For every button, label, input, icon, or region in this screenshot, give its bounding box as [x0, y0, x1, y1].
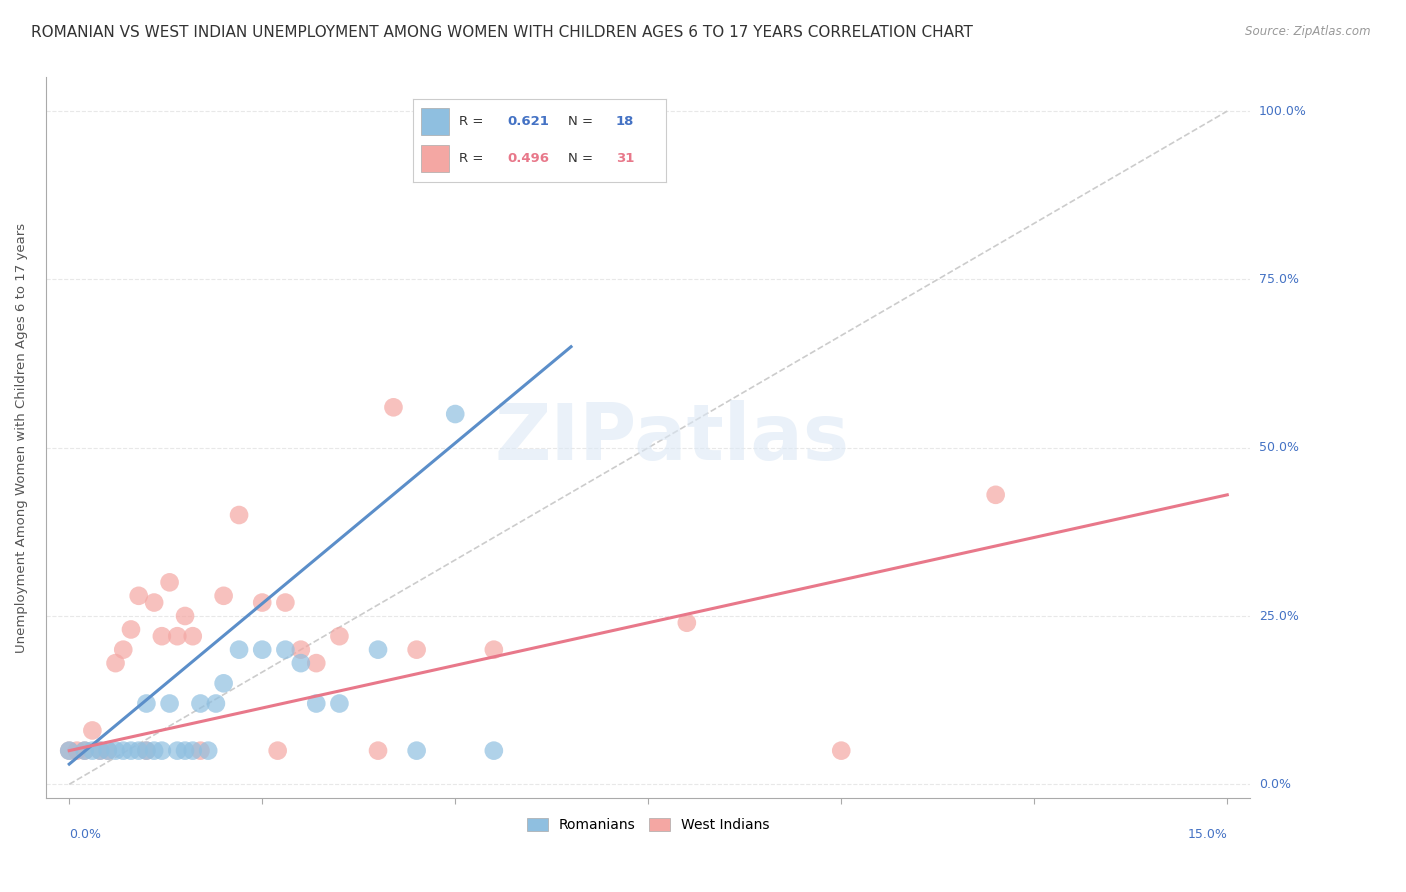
Point: [73, 744, 96, 758]
Point: [205, 697, 228, 711]
Point: [73, 744, 96, 758]
Point: [830, 744, 852, 758]
Point: [181, 629, 204, 643]
Point: [112, 642, 135, 657]
Point: [174, 609, 197, 624]
Point: [290, 642, 312, 657]
Point: [166, 629, 188, 643]
Y-axis label: Unemployment Among Women with Children Ages 6 to 17 years: Unemployment Among Women with Children A…: [15, 222, 28, 653]
Point: [305, 697, 328, 711]
Point: [150, 629, 173, 643]
Point: [190, 744, 212, 758]
Text: 75.0%: 75.0%: [1258, 273, 1299, 286]
Point: [252, 595, 274, 609]
Point: [212, 589, 235, 603]
Point: [181, 744, 204, 758]
Point: [212, 676, 235, 690]
Point: [150, 744, 173, 758]
Point: [197, 744, 219, 758]
Point: [382, 401, 405, 415]
Point: [984, 488, 1007, 502]
Text: 50.0%: 50.0%: [1258, 442, 1299, 454]
Point: [252, 642, 274, 657]
Point: [128, 744, 150, 758]
Point: [120, 744, 142, 758]
Point: [166, 744, 188, 758]
Text: 15.0%: 15.0%: [1188, 829, 1227, 841]
Point: [367, 744, 389, 758]
Point: [274, 595, 297, 609]
Point: [228, 508, 250, 522]
Point: [274, 642, 297, 657]
Point: [676, 615, 699, 630]
Point: [328, 629, 350, 643]
Text: 25.0%: 25.0%: [1258, 609, 1299, 623]
Point: [104, 744, 127, 758]
Point: [135, 697, 157, 711]
Legend: Romanians, West Indians: Romanians, West Indians: [522, 813, 775, 838]
Point: [405, 744, 427, 758]
Point: [104, 656, 127, 670]
Point: [120, 623, 142, 637]
Point: [58, 744, 80, 758]
Point: [482, 744, 505, 758]
Point: [266, 744, 288, 758]
Point: [89, 744, 111, 758]
Point: [82, 744, 104, 758]
Text: 100.0%: 100.0%: [1258, 104, 1306, 118]
Text: ZIPatlas: ZIPatlas: [495, 400, 849, 475]
Point: [143, 595, 166, 609]
Point: [328, 697, 350, 711]
Point: [159, 697, 181, 711]
Point: [82, 723, 104, 738]
Point: [97, 744, 120, 758]
Point: [482, 642, 505, 657]
Point: [405, 642, 427, 657]
Point: [190, 697, 212, 711]
Point: [522, 151, 544, 165]
Point: [305, 656, 328, 670]
Text: ROMANIAN VS WEST INDIAN UNEMPLOYMENT AMONG WOMEN WITH CHILDREN AGES 6 TO 17 YEAR: ROMANIAN VS WEST INDIAN UNEMPLOYMENT AMO…: [31, 25, 973, 40]
Point: [159, 575, 181, 590]
Point: [89, 744, 111, 758]
Point: [128, 589, 150, 603]
Point: [97, 744, 120, 758]
Point: [143, 744, 166, 758]
Text: 0.0%: 0.0%: [1258, 778, 1291, 791]
Text: Source: ZipAtlas.com: Source: ZipAtlas.com: [1246, 25, 1371, 38]
Point: [228, 642, 250, 657]
Point: [66, 744, 89, 758]
Point: [290, 656, 312, 670]
Point: [174, 744, 197, 758]
Point: [135, 744, 157, 758]
Point: [444, 407, 467, 421]
Text: 0.0%: 0.0%: [69, 829, 101, 841]
Point: [58, 744, 80, 758]
Point: [367, 642, 389, 657]
Point: [135, 744, 157, 758]
Point: [112, 744, 135, 758]
